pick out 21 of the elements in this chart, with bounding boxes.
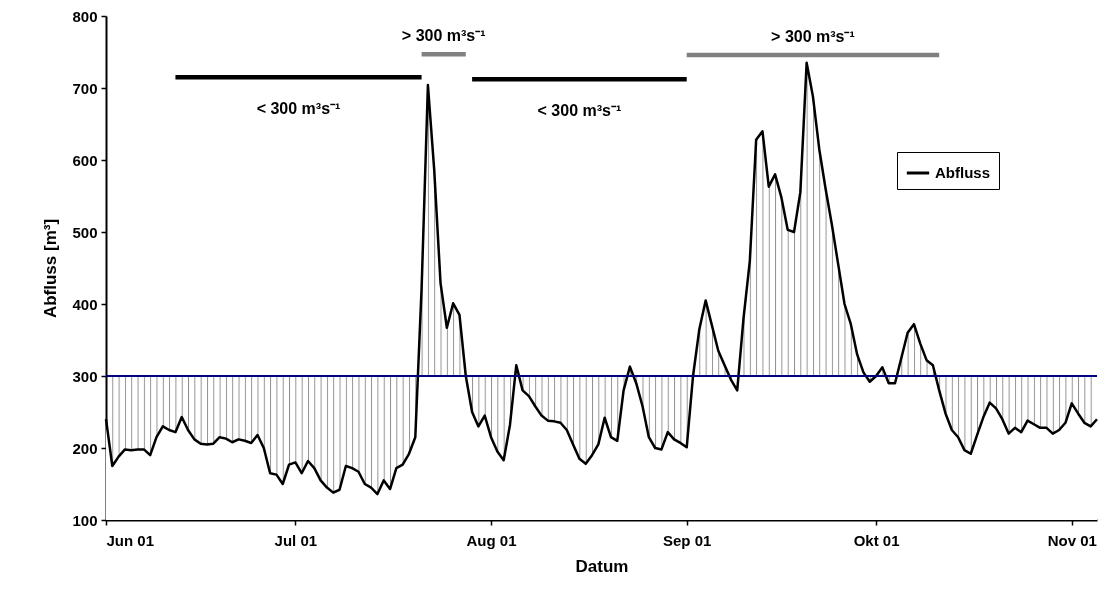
y-tick-label: 100: [72, 511, 98, 529]
x-tick-label: Aug 01: [466, 531, 517, 549]
y-tick-label: 500: [72, 223, 98, 241]
x-tick-label: Sep 01: [663, 531, 712, 549]
x-tick-label: Okt 01: [853, 531, 900, 549]
x-tick-label: Nov 01: [1047, 531, 1097, 549]
x-axis-title: Datum: [575, 556, 629, 576]
y-tick-label: 700: [72, 79, 98, 97]
series-label: > 300 m³s⁻¹: [771, 27, 855, 45]
x-tick-label: Jul 01: [274, 531, 318, 549]
y-tick-label: 800: [72, 7, 98, 25]
series-label: > 300 m³s⁻¹: [401, 27, 486, 45]
y-tick-label: 300: [72, 367, 98, 385]
y-tick-label: 200: [72, 439, 98, 457]
legend-label: Abfluss: [935, 164, 991, 181]
y-axis-title: Abfluss [m³]: [41, 218, 61, 319]
y-tick-label: 600: [72, 151, 98, 169]
series-label: < 300 m³s⁻¹: [256, 100, 341, 118]
series-label: < 300 m³s⁻¹: [537, 102, 622, 120]
y-tick-label: 400: [72, 295, 98, 313]
x-tick-label: Jun 01: [106, 531, 155, 549]
